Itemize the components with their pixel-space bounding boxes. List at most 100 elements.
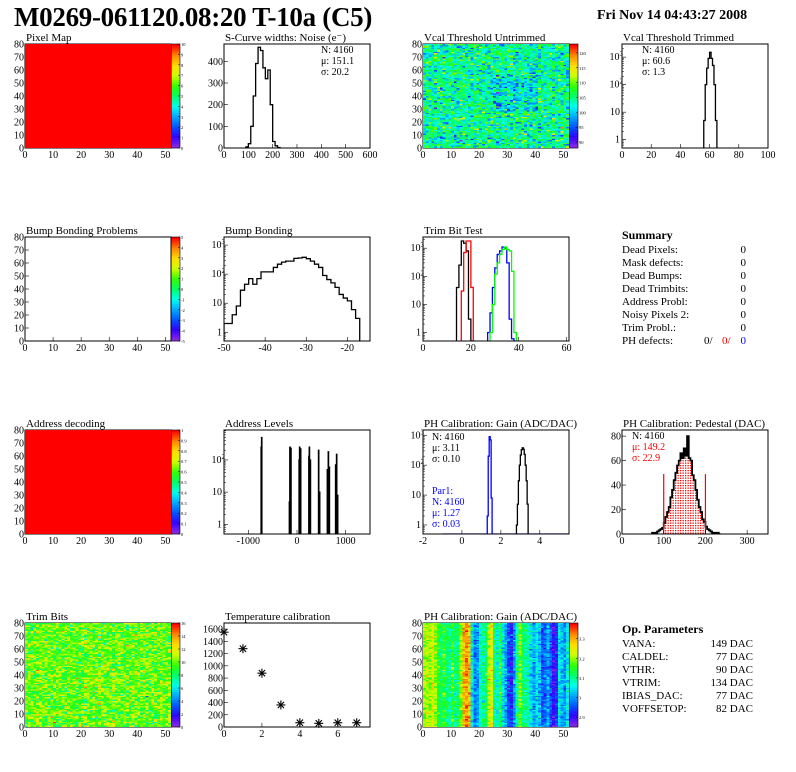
y-tick-label: 50: [14, 272, 24, 283]
colorbar-cell: [569, 52, 578, 55]
colorbar-cell: [171, 332, 180, 336]
y-tick-label: 400: [208, 57, 223, 68]
scatter-point: [257, 668, 267, 678]
colorbar-tick-label: 12: [181, 647, 186, 652]
x-tick-label: 2: [259, 729, 264, 740]
colorbar-cell: [569, 139, 578, 143]
stats-line: σ: 0.10: [432, 454, 460, 465]
colorbar-cell: [569, 85, 578, 88]
stats-line: N: 4160: [432, 497, 465, 508]
chart-title: Pixel Map: [26, 32, 72, 44]
x-tick-label: 40: [132, 150, 142, 161]
chart-ph-calibration-gain-hist: PH Calibration: Gain (ADC/DAC) -2 0 2 4 1 10 10…: [411, 418, 578, 547]
x-tick-label: 0: [620, 536, 625, 547]
chart-pixel-map: Pixel Map 0 1 2 3 4 5 6 7 8 9 10 0 10 20 30 40 50 0 10 20 30 4…: [14, 32, 186, 161]
colorbar-cell: [171, 473, 180, 477]
colorbar-tick-label: 5: [181, 94, 184, 99]
colorbar-tick-label: 0: [181, 532, 184, 537]
colorbar-cell: [171, 450, 180, 454]
colorbar-cell: [171, 274, 180, 277]
colorbar-cell: [569, 654, 578, 657]
plot-area: [651, 435, 721, 534]
x-tick-label: 0: [459, 536, 464, 547]
colorbar-cell: [569, 635, 578, 638]
stats-line: μ: 151.1: [321, 56, 354, 67]
summary-value: 0: [740, 257, 747, 269]
colorbar-cell: [569, 125, 578, 128]
summary-value: 0: [740, 322, 747, 334]
colorbar-cell: [171, 527, 180, 531]
colorbar-cell: [569, 96, 578, 99]
plot-area: [260, 436, 339, 534]
colorbar-cell: [171, 143, 180, 147]
colorbar-cell: [171, 695, 180, 699]
op-param-row: IBIAS_DAC: 77 DAC: [622, 690, 753, 703]
colorbar-cell: [171, 118, 180, 122]
colorbar-cell: [569, 50, 578, 53]
y-tick-label: 10: [14, 710, 24, 721]
x-tick-label: 50: [558, 150, 568, 161]
y-tick-label: 20: [14, 311, 24, 322]
colorbar-cell: [569, 114, 578, 118]
x-tick-label: 60: [705, 150, 715, 161]
colorbar-cell: [171, 629, 180, 632]
colorbar-cell: [171, 79, 180, 82]
colorbar-tick-label: 16: [181, 621, 186, 626]
colorbar-cell: [171, 139, 180, 143]
colorbar-tick-label: 95: [579, 125, 584, 130]
colorbar-tick-label: 0.3: [181, 501, 187, 506]
colorbar-cell: [569, 718, 578, 722]
y-tick-label: 30: [412, 105, 422, 116]
y-tick-label: 80: [412, 40, 422, 51]
histogram-spikes: [260, 436, 339, 534]
colorbar-cell: [171, 639, 180, 643]
colorbar-cell: [569, 135, 578, 138]
colorbar-cell: [569, 656, 578, 659]
colorbar-cell: [171, 488, 180, 491]
colorbar-tick-label: 0.1: [181, 522, 187, 527]
stats-line: μ: 149.2: [632, 442, 665, 453]
x-tick-label: 4: [537, 536, 542, 547]
colorbar-tick-label: 3.1: [579, 676, 585, 681]
heatmap-cells: [25, 623, 171, 727]
op-param-value: 82 DAC: [716, 703, 753, 715]
x-tick-label: 30: [104, 729, 114, 740]
colorbar-cell: [171, 650, 180, 653]
y-tick-label: 600: [208, 686, 223, 697]
y-tick-label: 102: [411, 269, 425, 282]
colorbar-cell: [171, 484, 180, 487]
colorbar-cell: [569, 60, 578, 64]
colorbar-cell: [171, 446, 180, 450]
histogram-series-1: [442, 435, 569, 534]
chart-title: Trim Bit Test: [424, 225, 483, 237]
y-tick-label: 0: [417, 723, 422, 734]
chart-ph-calibration-pedestal: PH Calibration: Pedestal (DAC)0 100 200 300…: [611, 418, 769, 547]
colorbar-cell: [171, 102, 180, 105]
chart-title: PH Calibration: Gain (ADC/DAC): [424, 418, 577, 430]
y-tick-label: 30: [14, 491, 24, 502]
colorbar-tick-label: 1: [181, 277, 183, 282]
chart-address-levels: Address Levels -1000 0 1000 1 10 102: [212, 418, 371, 547]
y-tick-label: 30: [14, 298, 24, 309]
chart-trim-bit-test: Trim Bit Test 0 20 40 60 1 10 102 103: [411, 225, 572, 354]
x-tick-label: 40: [132, 343, 142, 354]
colorbar-cell: [171, 48, 180, 51]
colorbar-cell: [171, 664, 180, 667]
colorbar-cell: [569, 83, 578, 86]
colorbar-cell: [569, 652, 578, 655]
colorbar-cell: [569, 123, 578, 126]
x-tick-label: -20: [341, 343, 354, 354]
colorbar-cell: [569, 68, 578, 72]
y-tick-label: 60: [14, 452, 24, 463]
colorbar-cell: [171, 679, 180, 682]
chart-title: Bump Bonding: [225, 225, 293, 237]
histogram-series-3: [489, 246, 517, 341]
stats-line: μ: 1.27: [432, 508, 460, 519]
colorbar-cell: [171, 282, 180, 286]
colorbar-cell: [171, 278, 180, 281]
colorbar-cell: [171, 430, 180, 433]
timestamp: Fri Nov 14 04:43:27 2008: [597, 8, 748, 23]
colorbar-cell: [171, 276, 180, 279]
colorbar-cell: [569, 695, 578, 699]
